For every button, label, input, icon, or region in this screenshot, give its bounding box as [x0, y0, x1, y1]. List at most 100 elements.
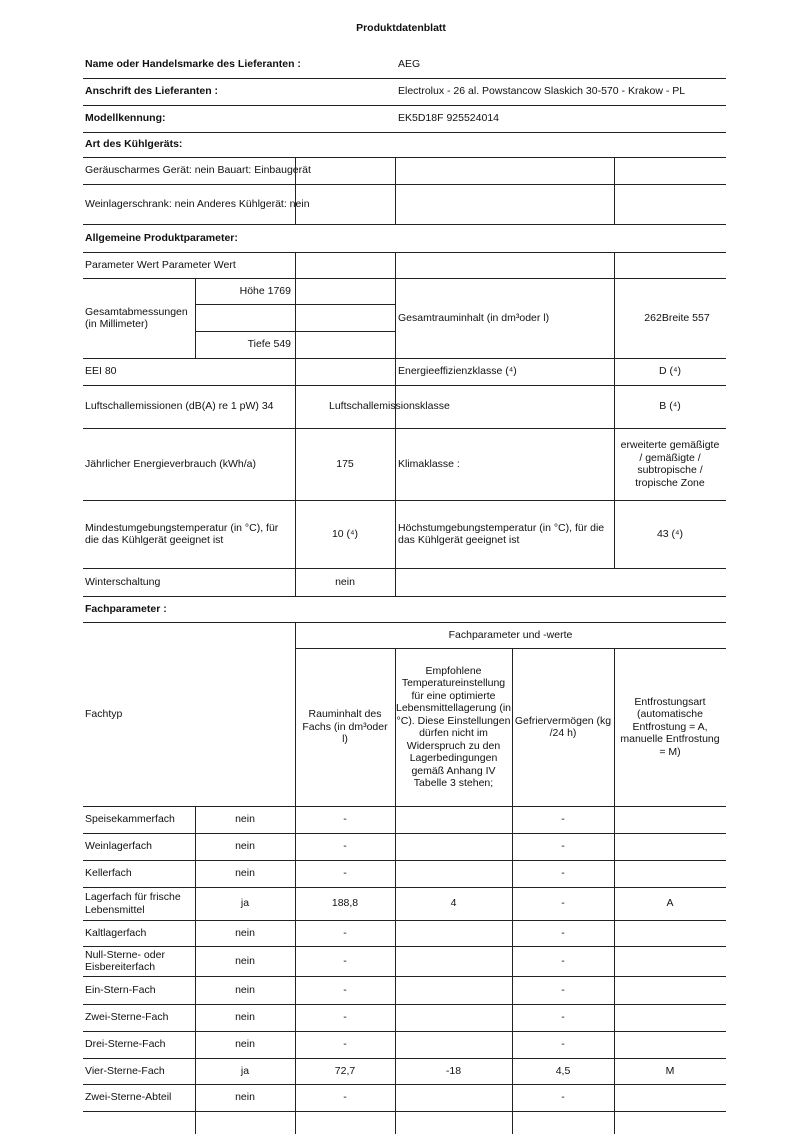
- compartment-temp: [395, 860, 512, 887]
- compartment-volume: -: [343, 840, 347, 853]
- col-temp-header: Empfohlene Temperatureinstellung für ein…: [396, 664, 511, 790]
- model-label: Modellkennung:: [85, 112, 166, 125]
- compartment-volume: -: [343, 983, 347, 996]
- row-divider: [83, 1031, 726, 1032]
- compartment-present: nein: [235, 1011, 255, 1024]
- type-row-2: Weinlagerschrank: nein Anderes Kühlgerät…: [85, 197, 310, 210]
- divider: [83, 78, 726, 79]
- row-divider: [83, 920, 726, 921]
- compartment-temp: [395, 920, 512, 946]
- compartment-defrost: [614, 1084, 726, 1111]
- general-header: Parameter Wert Parameter Wert: [85, 258, 236, 271]
- compartment-name: Speisekammerfach: [85, 813, 175, 826]
- compartment-volume: -: [343, 813, 347, 826]
- supplier-name-value: AEG: [398, 57, 421, 70]
- compartment-freeze: -: [561, 867, 565, 880]
- compartment-name: Kellerfach: [85, 867, 132, 880]
- height-value: Höhe 1769: [239, 284, 291, 297]
- col-type-header: Fachtyp: [85, 707, 123, 720]
- noise-class-value: B (⁴): [659, 400, 681, 413]
- row-divider: [83, 833, 726, 834]
- dimensions-label: Gesamtabmessungen (in Millimeter): [85, 305, 188, 331]
- volume-label: Gesamtrauminhalt (in dm³oder l): [398, 311, 550, 324]
- row-divider: [83, 860, 726, 861]
- compartment-name: Vier-Sterne-Fach: [85, 1064, 165, 1077]
- compartment-present: nein: [235, 926, 255, 939]
- compartment-freeze: -: [561, 840, 565, 853]
- compartment-defrost: [614, 833, 726, 860]
- compartment-name: Zwei-Sterne-Fach: [85, 1011, 169, 1024]
- compartment-name: Lagerfach für frische Lebensmittel: [85, 891, 181, 916]
- compartment-defrost: [614, 976, 726, 1004]
- compartment-freeze: -: [561, 954, 565, 967]
- compartment-defrost: A: [666, 897, 674, 910]
- compartment-volume: -: [343, 954, 347, 967]
- compartment-present: nein: [235, 1038, 255, 1051]
- compartment-present: nein: [235, 867, 255, 880]
- compartment-volume: -: [343, 926, 347, 939]
- general-section-heading: Allgemeine Produktparameter:: [85, 231, 238, 244]
- divider: [83, 132, 726, 133]
- compartment-freeze: -: [561, 1011, 565, 1024]
- climate-label: Klimaklasse :: [398, 457, 460, 470]
- page-title: Produktdatenblatt: [356, 21, 446, 34]
- compartment-volume: -: [343, 867, 347, 880]
- compartment-name: Drei-Sterne-Fach: [85, 1038, 166, 1051]
- compartment-volume: -: [343, 1091, 347, 1104]
- noise-emission: Luftschallemissionen (dB(A) re 1 pW) 34: [85, 400, 274, 413]
- compartment-name: Ein-Stern-Fach: [85, 983, 156, 996]
- compartment-freeze: -: [561, 813, 565, 826]
- compartment-defrost: [614, 920, 726, 946]
- compartment-name: Weinlagerfach: [85, 840, 152, 853]
- energy-consumption-value: 175: [336, 457, 354, 470]
- energy-class-label: Energieeffizienzklasse (⁴): [398, 365, 517, 378]
- climate-value: erweiterte gemäßigte / gemäßigte / subtr…: [620, 439, 720, 489]
- row-divider: [83, 946, 726, 947]
- row-divider: [83, 806, 726, 807]
- supplier-name-label: Name oder Handelsmarke des Lieferanten :: [85, 57, 301, 70]
- row-divider: [83, 887, 726, 888]
- compartment-temp: [395, 806, 512, 833]
- compartment-freeze: -: [561, 897, 565, 910]
- compartment-volume: 188,8: [331, 897, 359, 910]
- compartment-freeze: -: [561, 926, 565, 939]
- type-row-1: Geräuscharmes Gerät: nein Bauart: Einbau…: [85, 164, 311, 177]
- compartment-temp: -18: [445, 1064, 462, 1077]
- row-divider: [83, 976, 726, 977]
- compartment-volume: -: [343, 1038, 347, 1051]
- compartment-present: ja: [240, 897, 250, 910]
- compartment-freeze: -: [561, 1038, 565, 1051]
- model-value: EK5D18F 925524014: [398, 112, 499, 125]
- energy-class-value: D (⁴): [658, 365, 681, 378]
- divider: [83, 184, 726, 185]
- divider: [83, 105, 726, 106]
- supplier-address-label: Anschrift des Lieferanten :: [85, 85, 219, 98]
- group-header: Fachparameter und -werte: [448, 628, 573, 641]
- compartment-volume: 72,7: [334, 1064, 356, 1077]
- volume-value: 262Breite 557: [644, 311, 710, 324]
- compartment-defrost: [614, 806, 726, 833]
- compartment-freeze: -: [561, 983, 565, 996]
- compartment-temp: 4: [450, 897, 457, 910]
- col-freeze-header: Gefriervermögen (kg /24 h): [514, 714, 612, 740]
- row-divider: [83, 1084, 726, 1085]
- compartment-defrost: M: [665, 1064, 675, 1077]
- col-defrost-header: Entfrostungsart (automatische Entfrostun…: [620, 695, 720, 758]
- noise-class-label: Luftschallemissionsklasse: [329, 400, 450, 413]
- compartment-present: nein: [235, 813, 255, 826]
- compartment-volume: -: [343, 1011, 347, 1024]
- compartment-temp: [395, 1031, 512, 1058]
- max-temp-value: 43 (⁴): [656, 527, 684, 540]
- compartment-freeze: -: [561, 1091, 565, 1104]
- compartment-temp: [395, 946, 512, 976]
- compartment-temp: [395, 976, 512, 1004]
- compartment-defrost: [614, 860, 726, 887]
- col-volume-header: Rauminhalt des Fachs (in dm³oder l): [302, 708, 388, 746]
- compartment-name: Zwei-Sterne-Abteil: [85, 1091, 172, 1104]
- eei-value: EEI 80: [85, 365, 117, 378]
- supplier-address-value: Electrolux - 26 al. Powstancow Slaskich …: [398, 85, 686, 98]
- winter-value: nein: [335, 575, 355, 588]
- divider: [83, 224, 726, 225]
- type-section-heading: Art des Kühlgeräts:: [85, 138, 183, 151]
- compartment-freeze: 4,5: [555, 1064, 571, 1077]
